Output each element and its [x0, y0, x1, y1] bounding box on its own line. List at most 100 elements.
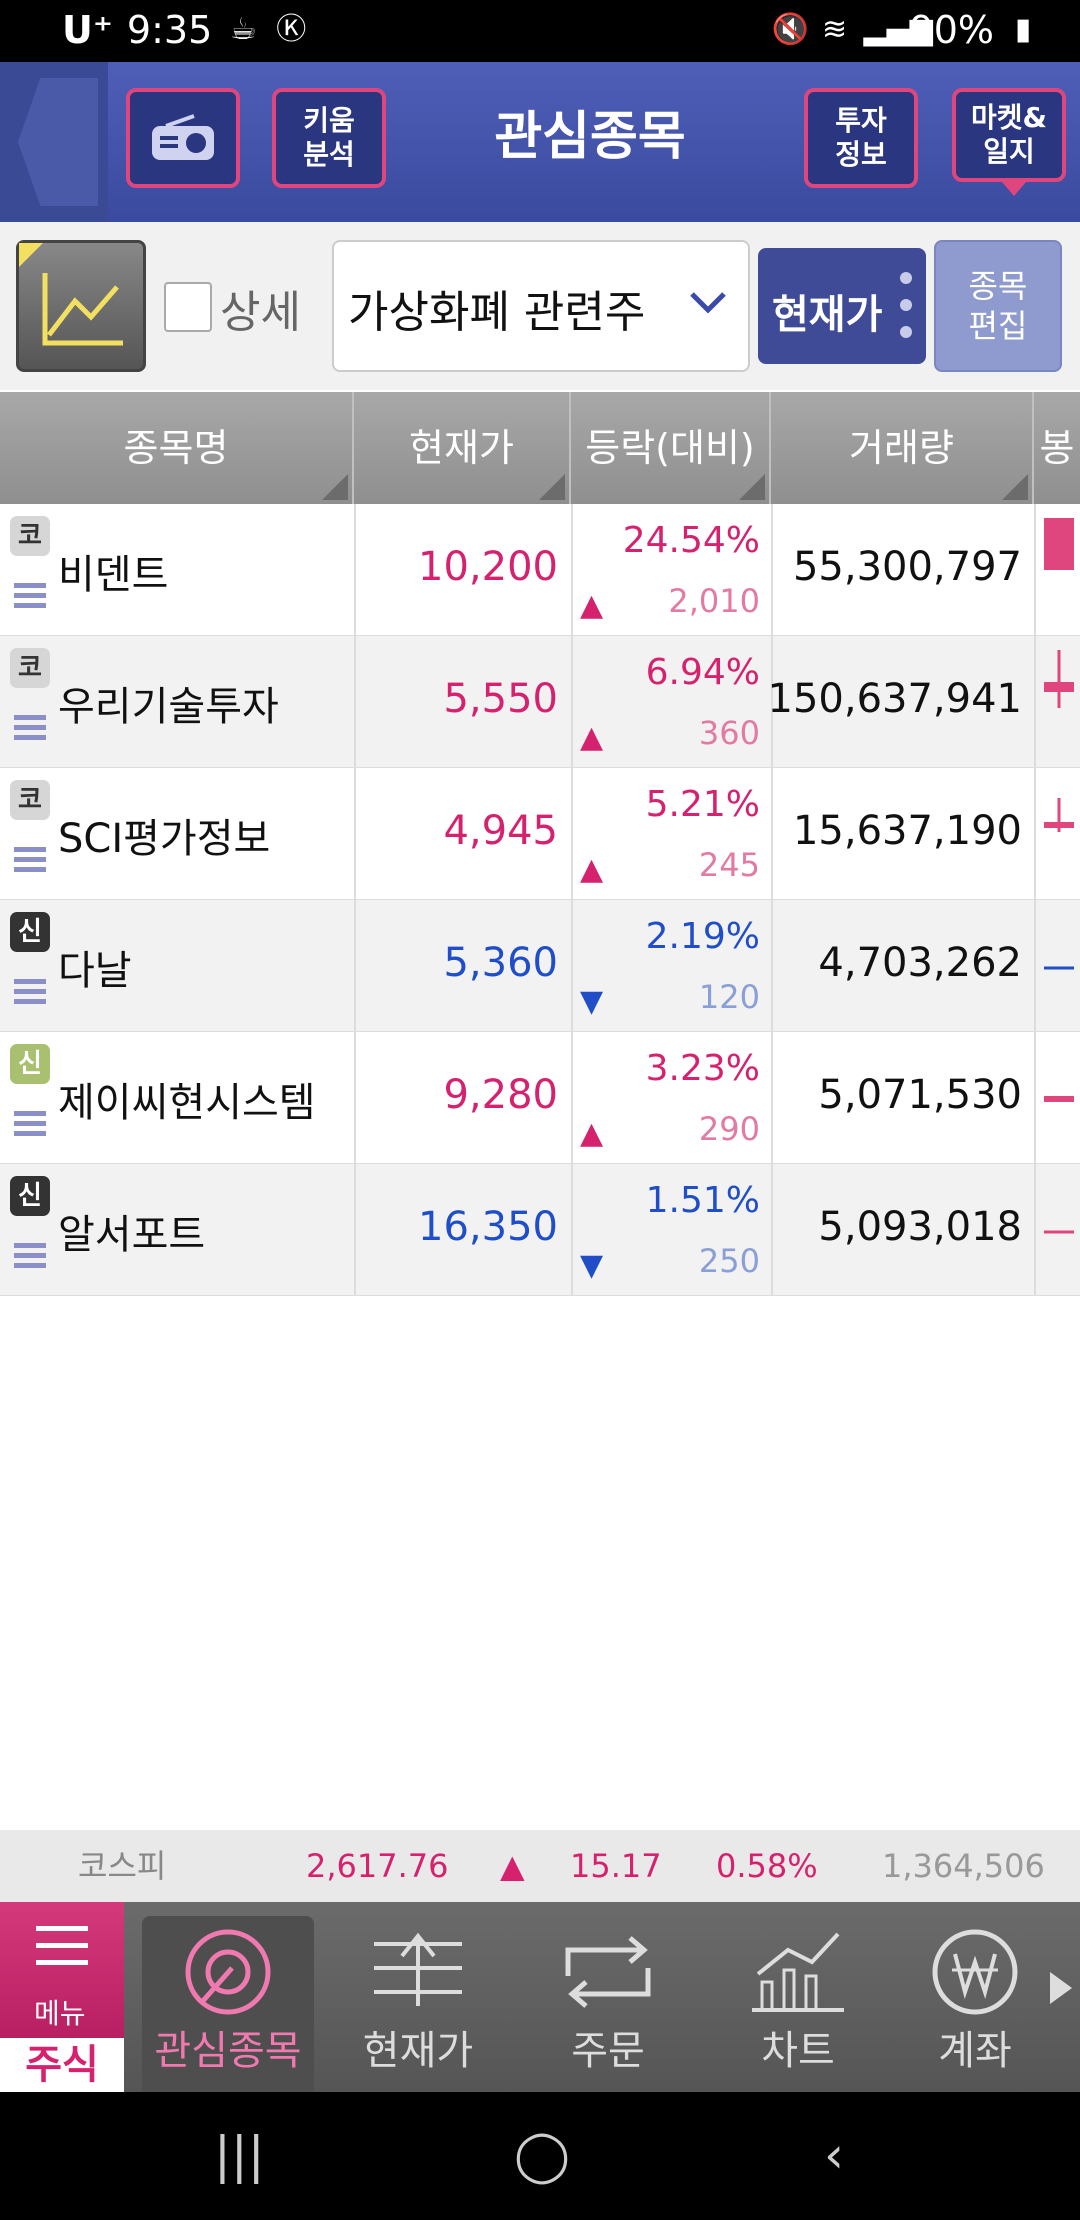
watchlist-group-select[interactable]: 가상화폐 관련주 — [332, 240, 750, 372]
stock-list: 코 비덴트 10,200 24.54% ▲ 2,010 55,300,797 코… — [0, 504, 1080, 1296]
change-percent: 5.21% — [645, 784, 760, 825]
candle-icon — [1044, 518, 1074, 570]
carrier-label: U⁺ — [62, 8, 113, 52]
stock-name: 제이씨현시스템 — [58, 1080, 316, 1126]
volume: 5,071,530 — [818, 1072, 1022, 1118]
table-header: 종목명 현재가 등락(대비) 거래량 봉 — [0, 392, 1080, 504]
table-row[interactable]: 코 SCI평가정보 4,945 5.21% ▲ 245 15,637,190 — [0, 768, 1080, 900]
nav-chart-label: 차트 — [761, 2028, 835, 2074]
current-price: 9,280 — [443, 1072, 558, 1118]
system-navigation-bar: ||| ◯ ‹ — [0, 2092, 1080, 2220]
watchlist-toolbar: 상세 가상화폐 관련주 현재가 종목 편집 — [0, 222, 1080, 390]
change-amount: 120 — [698, 978, 760, 1016]
battery-percent: 90% — [909, 8, 994, 52]
table-row[interactable]: 신 알서포트 16,350 1.51% ▼ 250 5,093,018 — [0, 1164, 1080, 1296]
current-price-icon — [374, 1932, 462, 2006]
current-price: 4,945 — [443, 808, 558, 854]
column-header-name[interactable]: 종목명 — [0, 392, 354, 504]
nav-account-label: 계좌 — [938, 2028, 1012, 2074]
nav-account[interactable]: 계좌 — [902, 1916, 1048, 2092]
stock-name: 알서포트 — [58, 1212, 206, 1258]
hamburger-icon — [36, 1926, 88, 1977]
chart-toggle-button[interactable] — [16, 240, 146, 372]
table-row[interactable]: 코 우리기술투자 5,550 6.94% ▲ 360 150,637,941 — [0, 636, 1080, 768]
clock: 9:35 — [126, 8, 213, 52]
change-percent: 1.51% — [645, 1180, 760, 1221]
current-price: 5,360 — [443, 940, 558, 986]
account-icon — [932, 1929, 1018, 2015]
index-change: 15.17 — [570, 1847, 662, 1885]
nav-order[interactable]: 주문 — [522, 1916, 694, 2092]
market-tip-pointer — [1002, 182, 1026, 196]
column-header-change[interactable]: 등락(대비) — [571, 392, 771, 504]
index-name: 코스피 — [78, 1847, 167, 1885]
index-change-percent: 0.58% — [716, 1847, 818, 1885]
volume: 5,093,018 — [818, 1204, 1022, 1250]
down-arrow-icon: ▼ — [580, 984, 604, 1019]
nav-chart[interactable]: 차트 — [712, 1916, 884, 2092]
volume: 150,637,941 — [767, 676, 1022, 722]
change-percent: 3.23% — [645, 1048, 760, 1089]
memo-icon[interactable] — [10, 1238, 50, 1280]
change-amount: 250 — [698, 1242, 760, 1280]
nav-watchlist[interactable]: 관심종목 — [142, 1916, 314, 2092]
market-index-ticker[interactable]: 코스피 2,617.76 ▲ 15.17 0.58% 1,364,506 — [0, 1830, 1080, 1902]
up-arrow-icon: ▲ — [580, 720, 604, 755]
memo-icon[interactable] — [10, 578, 50, 620]
group-name: 가상화폐 관련주 — [348, 287, 646, 338]
radio-button[interactable] — [126, 88, 240, 188]
memo-icon[interactable] — [10, 1106, 50, 1148]
candle-icon — [1044, 798, 1074, 832]
memo-icon[interactable] — [10, 974, 50, 1016]
recent-apps-icon[interactable]: ||| — [214, 2126, 265, 2184]
candle-icon — [1044, 1230, 1074, 1234]
market-badge-credit: 신 — [10, 1176, 50, 1216]
menu-button[interactable]: 메뉴 — [0, 1902, 124, 2038]
home-icon[interactable]: ◯ — [514, 2126, 570, 2184]
edit-stocks-button[interactable]: 종목 편집 — [934, 240, 1062, 372]
up-arrow-icon: ▲ — [580, 588, 604, 623]
wifi-icon: ≋ — [821, 12, 848, 47]
stock-category-tab[interactable]: 주식 — [0, 2038, 124, 2092]
signal-icon: ▂▄▆ — [863, 12, 933, 47]
table-row[interactable]: 코 비덴트 10,200 24.54% ▲ 2,010 55,300,797 — [0, 504, 1080, 636]
nav-current-price[interactable]: 현재가 — [332, 1916, 504, 2092]
index-volume: 1,364,506 — [882, 1847, 1045, 1885]
volume: 15,637,190 — [792, 808, 1022, 854]
change-amount: 2,010 — [668, 582, 760, 620]
back-button[interactable] — [0, 62, 108, 222]
price-mode-label: 현재가 — [772, 292, 883, 338]
change-amount: 245 — [698, 846, 760, 884]
column-header-price[interactable]: 현재가 — [354, 392, 571, 504]
investment-info-button[interactable]: 투자 정보 — [804, 88, 918, 188]
nav-more-arrow-icon[interactable] — [1050, 1972, 1072, 2004]
current-price: 5,550 — [443, 676, 558, 722]
change-percent: 6.94% — [645, 652, 760, 693]
price-mode-button[interactable]: 현재가 — [758, 248, 926, 364]
up-arrow-icon: ▲ — [500, 1847, 525, 1885]
detail-checkbox[interactable] — [164, 282, 212, 332]
candle-icon — [1044, 1096, 1074, 1102]
nav-watchlist-label: 관심종목 — [154, 2028, 302, 2074]
table-row[interactable]: 신 제이씨현시스템 9,280 3.23% ▲ 290 5,071,530 — [0, 1032, 1080, 1164]
mute-icon: 🔇 — [771, 12, 809, 47]
app-header: 키움 분석 관심종목 투자 정보 마켓& 일지 — [0, 62, 1080, 222]
candle-icon — [1044, 966, 1074, 970]
column-header-volume[interactable]: 거래량 — [771, 392, 1034, 504]
candle-icon — [1044, 650, 1074, 708]
up-arrow-icon: ▲ — [580, 852, 604, 887]
line-chart-icon — [42, 273, 123, 346]
table-row[interactable]: 신 다날 5,360 2.19% ▼ 120 4,703,262 — [0, 900, 1080, 1032]
kiwoom-analysis-button[interactable]: 키움 분석 — [272, 88, 386, 188]
column-header-candle[interactable]: 봉 — [1039, 426, 1075, 470]
change-amount: 360 — [698, 714, 760, 752]
memo-icon[interactable] — [10, 710, 50, 752]
nav-order-label: 주문 — [571, 2028, 645, 2074]
current-price: 16,350 — [418, 1204, 558, 1250]
market-journal-button[interactable]: 마켓& 일지 — [952, 88, 1066, 182]
memo-icon[interactable] — [10, 842, 50, 884]
chevron-down-icon — [690, 292, 726, 314]
stock-name: 우리기술투자 — [58, 684, 279, 730]
back-icon[interactable]: ‹ — [824, 2126, 844, 2184]
